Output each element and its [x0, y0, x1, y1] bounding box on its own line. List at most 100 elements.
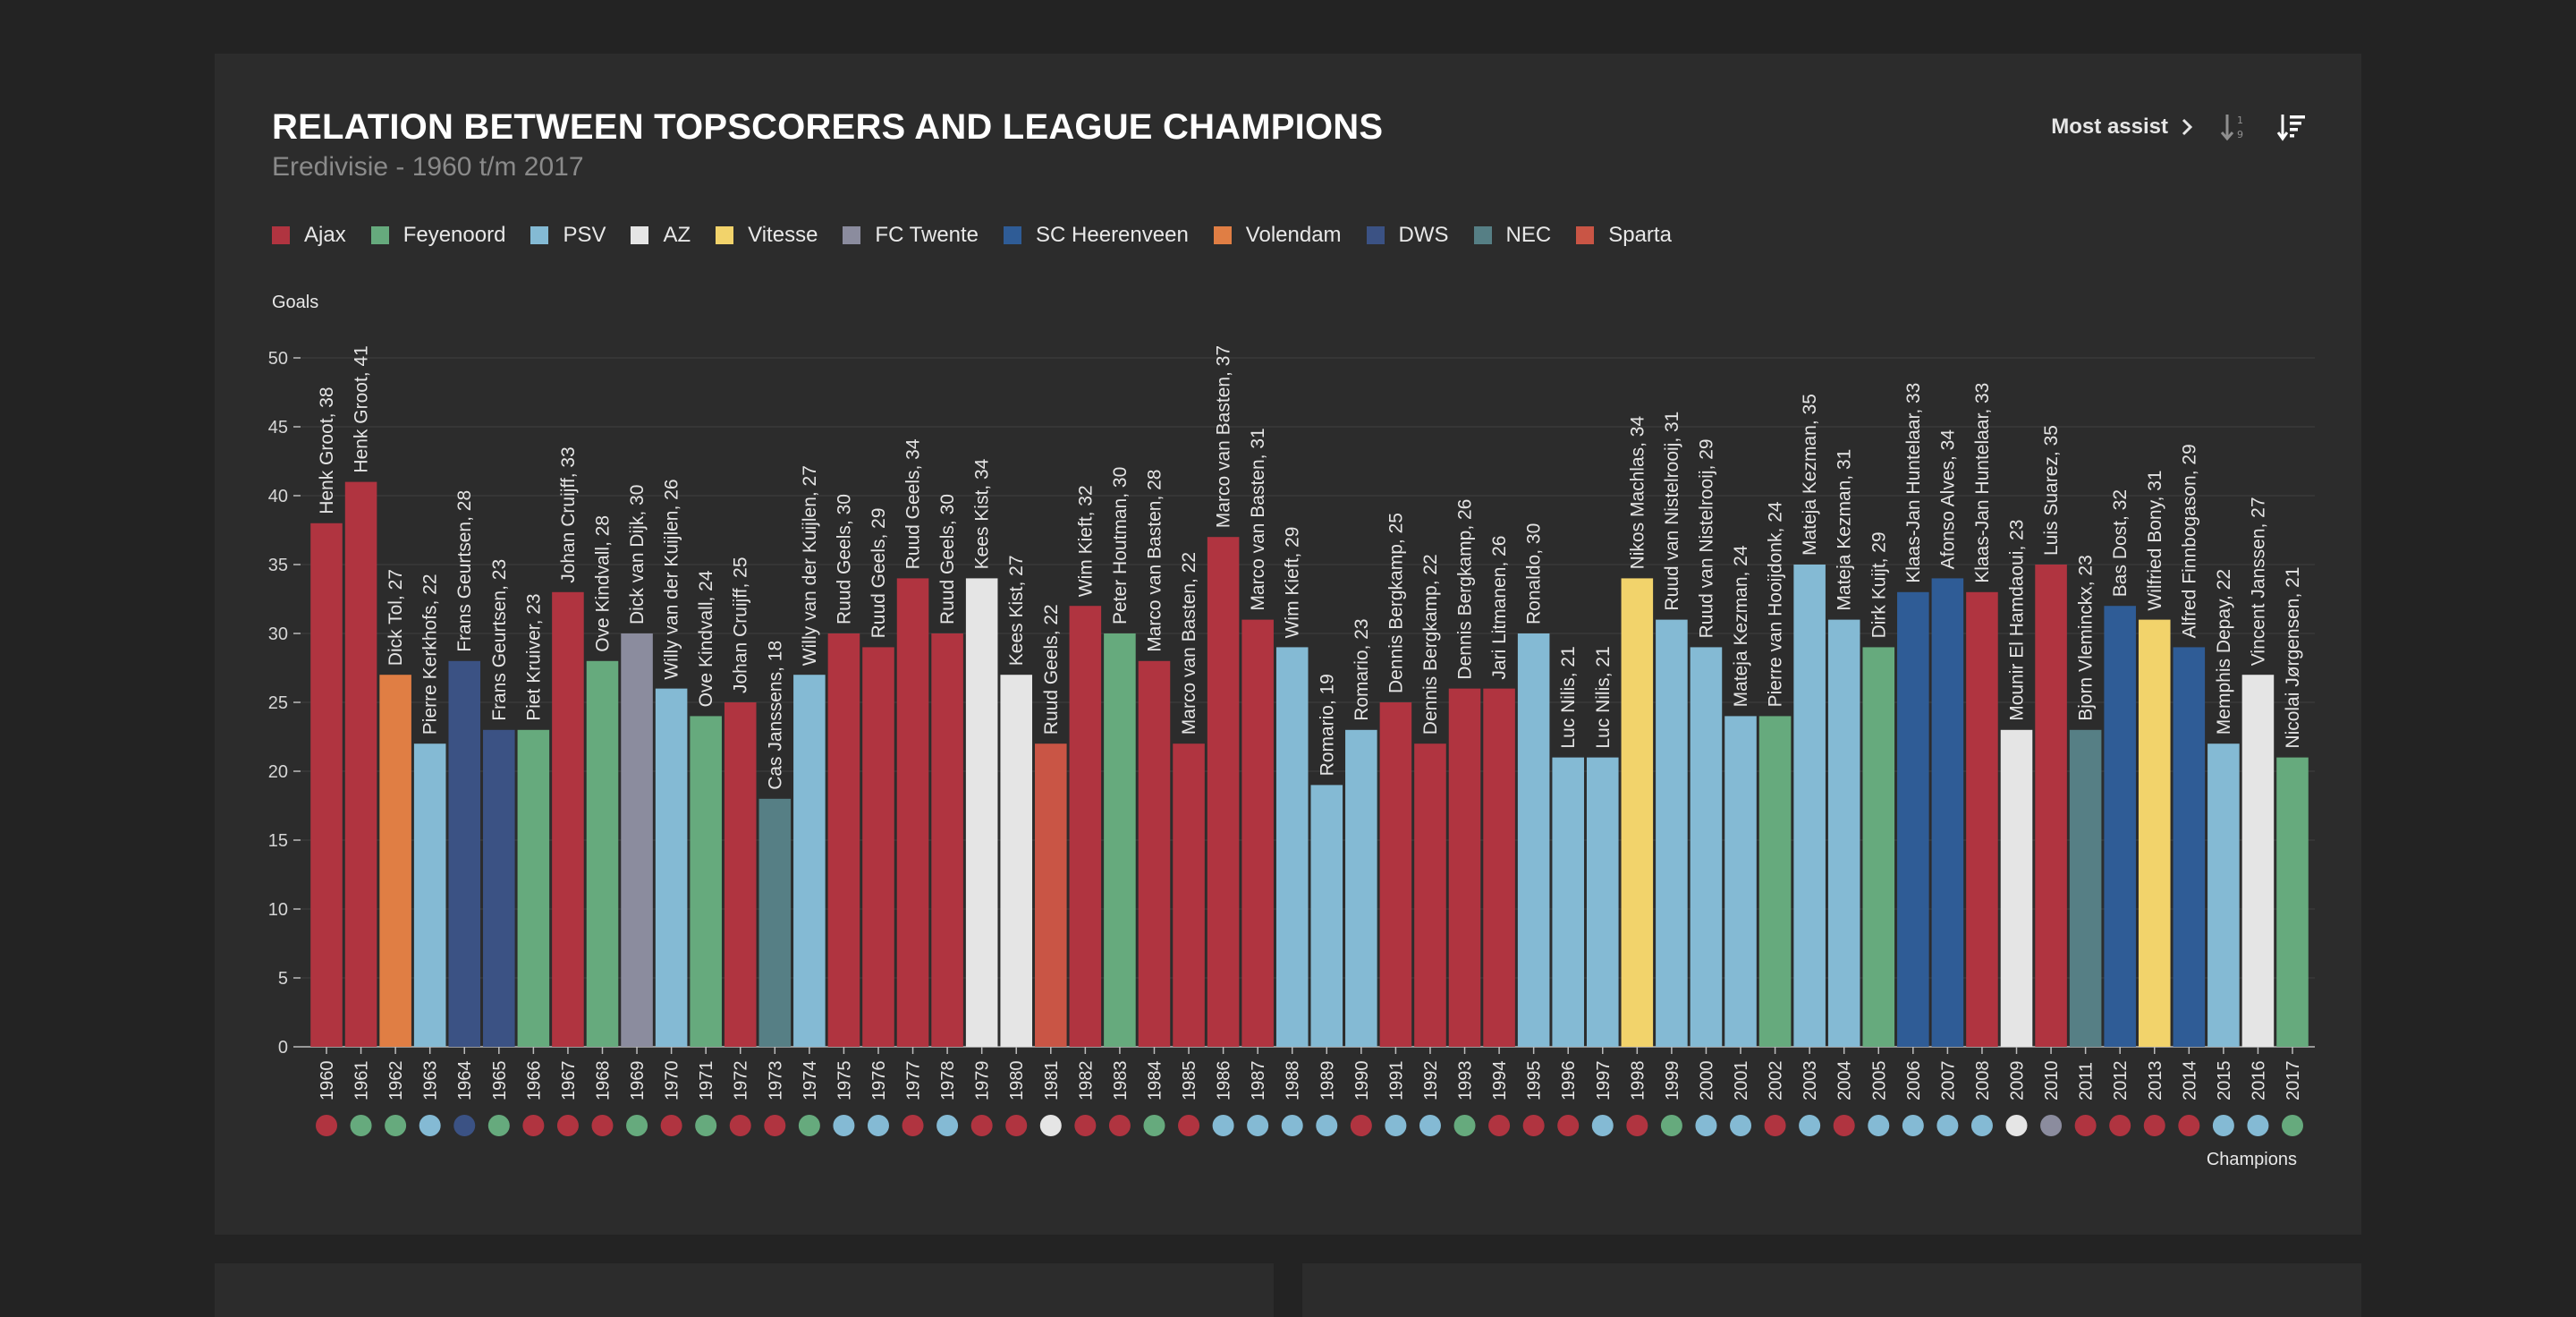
bar-label: Afonso Alves, 34	[1937, 429, 1958, 570]
legend-item-sparta[interactable]: Sparta	[1576, 223, 1672, 248]
legend-label: PSV	[563, 223, 606, 247]
chevron-right-icon	[2182, 118, 2193, 136]
legend-item-psv[interactable]: PSV	[530, 223, 606, 248]
bar-1977	[896, 578, 929, 1047]
bar-label: Alfred Finnbogason, 29	[2179, 444, 2199, 638]
bar-label: Nikos Machlas, 34	[1627, 416, 1648, 570]
champion-dot-1997	[1591, 1115, 1614, 1136]
x-tick-label: 2003	[1801, 1061, 1820, 1101]
x-tick-label: 2001	[1732, 1061, 1751, 1101]
champion-dot-1960	[316, 1115, 337, 1136]
x-tick-label: 2004	[1835, 1061, 1855, 1101]
bar-2000	[1690, 647, 1723, 1047]
x-tick-label: 2006	[1904, 1061, 1924, 1101]
champion-dot-1971	[695, 1115, 717, 1136]
champion-dot-1984	[1143, 1115, 1165, 1136]
x-tick-label: 1963	[421, 1061, 441, 1101]
x-tick-label: 2005	[1869, 1061, 1889, 1101]
champion-dot-1976	[867, 1115, 889, 1136]
champion-dot-2005	[1868, 1115, 1890, 1136]
bar-label: Frans Geurtsen, 28	[454, 490, 475, 652]
bar-label: Kees Kist, 27	[1006, 555, 1027, 666]
legend-label: NEC	[1505, 223, 1552, 247]
legend-label: DWS	[1398, 223, 1449, 247]
legend-label: Vitesse	[748, 223, 818, 247]
bar-label: Dick Tol, 27	[386, 569, 406, 666]
bar-1989	[1310, 785, 1343, 1047]
champion-dot-1968	[591, 1115, 614, 1136]
champion-dot-2016	[2247, 1115, 2269, 1136]
y-tick-label: 50	[268, 349, 288, 369]
legend-item-sc-heerenveen[interactable]: SC Heerenveen	[1004, 223, 1189, 248]
bar-2003	[1793, 565, 1826, 1047]
x-tick-label: 1967	[559, 1061, 579, 1101]
champion-dot-2010	[2040, 1115, 2063, 1136]
legend-item-az[interactable]: AZ	[631, 223, 691, 248]
x-tick-label: 2017	[2284, 1061, 2303, 1101]
x-tick-label: 2012	[2111, 1061, 2131, 1101]
bar-1971	[690, 716, 722, 1047]
champion-dot-1996	[1557, 1115, 1580, 1136]
legend-label: Sparta	[1608, 223, 1672, 247]
x-tick-label: 1984	[1145, 1061, 1165, 1101]
bar-label: Ruud van Nistelrooij, 29	[1696, 438, 1716, 638]
bar-label: Marco van Basten, 28	[1144, 470, 1165, 652]
champion-dot-1989	[1316, 1115, 1338, 1136]
legend-label: SC Heerenveen	[1036, 223, 1189, 247]
x-tick-label: 1966	[524, 1061, 544, 1101]
legend-item-nec[interactable]: NEC	[1473, 223, 1552, 248]
bar-2006	[1897, 591, 1929, 1047]
x-tick-label: 2000	[1697, 1061, 1716, 1101]
legend-item-dws[interactable]: DWS	[1366, 223, 1449, 248]
y-axis-title: Goals	[272, 293, 318, 312]
champion-dot-1961	[350, 1115, 372, 1136]
legend-item-feyenoord[interactable]: Feyenoord	[370, 223, 505, 248]
x-tick-label: 1973	[766, 1061, 785, 1101]
bar-label: Johan Cruijff, 25	[731, 557, 751, 693]
bar-1966	[517, 729, 550, 1047]
legend-item-ajax[interactable]: Ajax	[272, 223, 346, 248]
x-tick-label: 1992	[1421, 1061, 1441, 1101]
legend-item-fc-twente[interactable]: FC Twente	[843, 223, 979, 248]
sort-ascending-button[interactable]: 1 9	[2218, 111, 2250, 143]
bar-label: Dennis Bergkamp, 22	[1420, 554, 1441, 735]
bar-label: Dennis Bergkamp, 25	[1385, 513, 1406, 693]
bar-1986	[1207, 537, 1240, 1047]
x-tick-label: 1983	[1111, 1061, 1131, 1101]
most-assist-button[interactable]: Most assist	[2051, 115, 2193, 140]
y-tick-label: 25	[268, 693, 288, 713]
bar-label: Klaas-Jan Huntelaar, 33	[1972, 383, 1993, 583]
bar-2004	[1827, 619, 1860, 1047]
bar-1976	[862, 647, 894, 1047]
bar-1982	[1069, 606, 1102, 1047]
bar-2015	[2207, 743, 2240, 1047]
legend-swatch	[1576, 226, 1595, 244]
legend-swatch	[1366, 226, 1385, 244]
x-tick-label: 1988	[1284, 1061, 1303, 1101]
legend-label: Ajax	[304, 223, 346, 247]
chart-title: RELATION BETWEEN TOPSCORERS AND LEAGUE C…	[272, 107, 1384, 147]
x-tick-label: 1981	[1042, 1061, 1062, 1101]
bar-1968	[586, 660, 619, 1047]
champion-dot-1982	[1074, 1115, 1097, 1136]
legend-swatch	[631, 226, 649, 244]
x-tick-label: 2016	[2249, 1061, 2268, 1101]
champion-dot-1974	[798, 1115, 820, 1136]
legend-swatch	[1213, 226, 1232, 244]
bar-2001	[1724, 716, 1757, 1047]
x-tick-label: 1969	[628, 1061, 648, 1101]
secondary-card-right	[1302, 1263, 2361, 1317]
sort-descending-button[interactable]	[2275, 111, 2308, 143]
legend-item-volendam[interactable]: Volendam	[1213, 223, 1342, 248]
bar-label: Kees Kist, 34	[972, 458, 993, 569]
bar-label: Romario, 19	[1317, 674, 1337, 776]
x-tick-label: 1993	[1456, 1061, 1476, 1101]
bar-1963	[413, 743, 446, 1047]
bar-1969	[621, 633, 653, 1047]
legend-item-vitesse[interactable]: Vitesse	[716, 223, 818, 248]
legend-swatch	[1004, 226, 1022, 244]
y-tick-label: 5	[278, 969, 288, 989]
champion-dot-2014	[2178, 1115, 2200, 1136]
bar-1964	[448, 660, 481, 1047]
x-tick-label: 2010	[2042, 1061, 2062, 1101]
